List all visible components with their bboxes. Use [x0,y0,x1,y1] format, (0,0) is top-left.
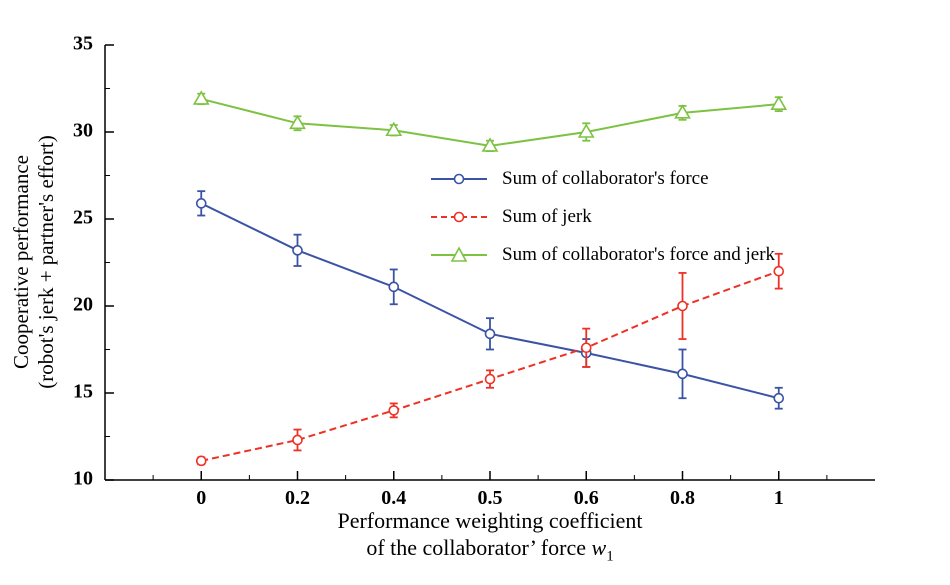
legend-label-force: Sum of collaborator's force [502,168,709,189]
y-tick-label: 15 [73,381,93,403]
circle-marker [292,245,303,256]
legend-circle-marker [453,173,465,185]
legend-sample-force [431,173,487,185]
y-axis-label-line1: Cooperative performance [9,155,33,369]
y-tick-label: 35 [73,33,93,55]
y-tick-label: 30 [73,120,93,142]
triangle-marker [289,114,306,130]
triangle-marker [674,104,691,119]
x-axis-var: w [591,535,607,560]
y-axis-label-line2: (robot's jerk + partner's effort) [34,135,58,389]
circle-marker [484,373,496,385]
y-tick-label: 20 [73,294,93,316]
circle-marker [677,368,688,380]
circle-marker [773,392,785,404]
legend-item-force: Sum of collaborator's force [428,160,775,198]
circle-marker [388,281,400,293]
x-axis-label-line1: Performance weighting coefficient [337,508,643,533]
circle-marker [773,265,785,277]
x-axis-var-subscript: 1 [606,548,614,565]
series-line-1 [201,270,780,462]
triangle-marker [577,123,595,138]
legend: Sum of collaborator's force Sum of jerk … [428,160,775,274]
x-tick-label: 1 [774,487,784,509]
x-tick-label: 0.5 [478,487,503,509]
circle-marker [195,198,207,209]
circle-marker [292,434,303,446]
legend-sample-force-and-jerk [431,246,487,262]
x-tick-label: 0 [196,487,206,509]
circle-marker [195,455,207,467]
y-tick-label: 25 [73,207,93,229]
legend-triangle-marker [450,246,468,262]
triangle-marker [481,137,499,152]
x-axis-label-line2: of the collaborator’ force w1 [366,535,614,565]
legend-sample-jerk [431,211,487,223]
x-tick-label: 0.8 [670,487,695,509]
y-axis-label: Cooperative performance (robot's jerk + … [9,135,59,388]
x-tick-label: 0.2 [285,487,310,509]
x-tick-label: 0.6 [574,487,599,509]
triangle-marker [192,90,210,105]
legend-circle-marker [453,211,465,223]
circle-marker [484,328,496,340]
x-tick-label: 0.4 [381,487,406,509]
triangle-marker [770,95,788,110]
circle-marker [677,300,688,312]
triangle-marker [385,121,403,137]
legend-item-force-and-jerk: Sum of collaborator's force and jerk [428,236,775,274]
y-tick-label: 10 [73,468,93,490]
circle-marker [388,405,400,416]
legend-label-force-and-jerk: Sum of collaborator's force and jerk [502,244,776,265]
circle-marker [580,342,592,354]
x-axis-label: Performance weighting coefficient of the… [105,507,875,570]
legend-item-jerk: Sum of jerk [428,198,775,236]
legend-label-jerk: Sum of jerk [502,206,592,227]
